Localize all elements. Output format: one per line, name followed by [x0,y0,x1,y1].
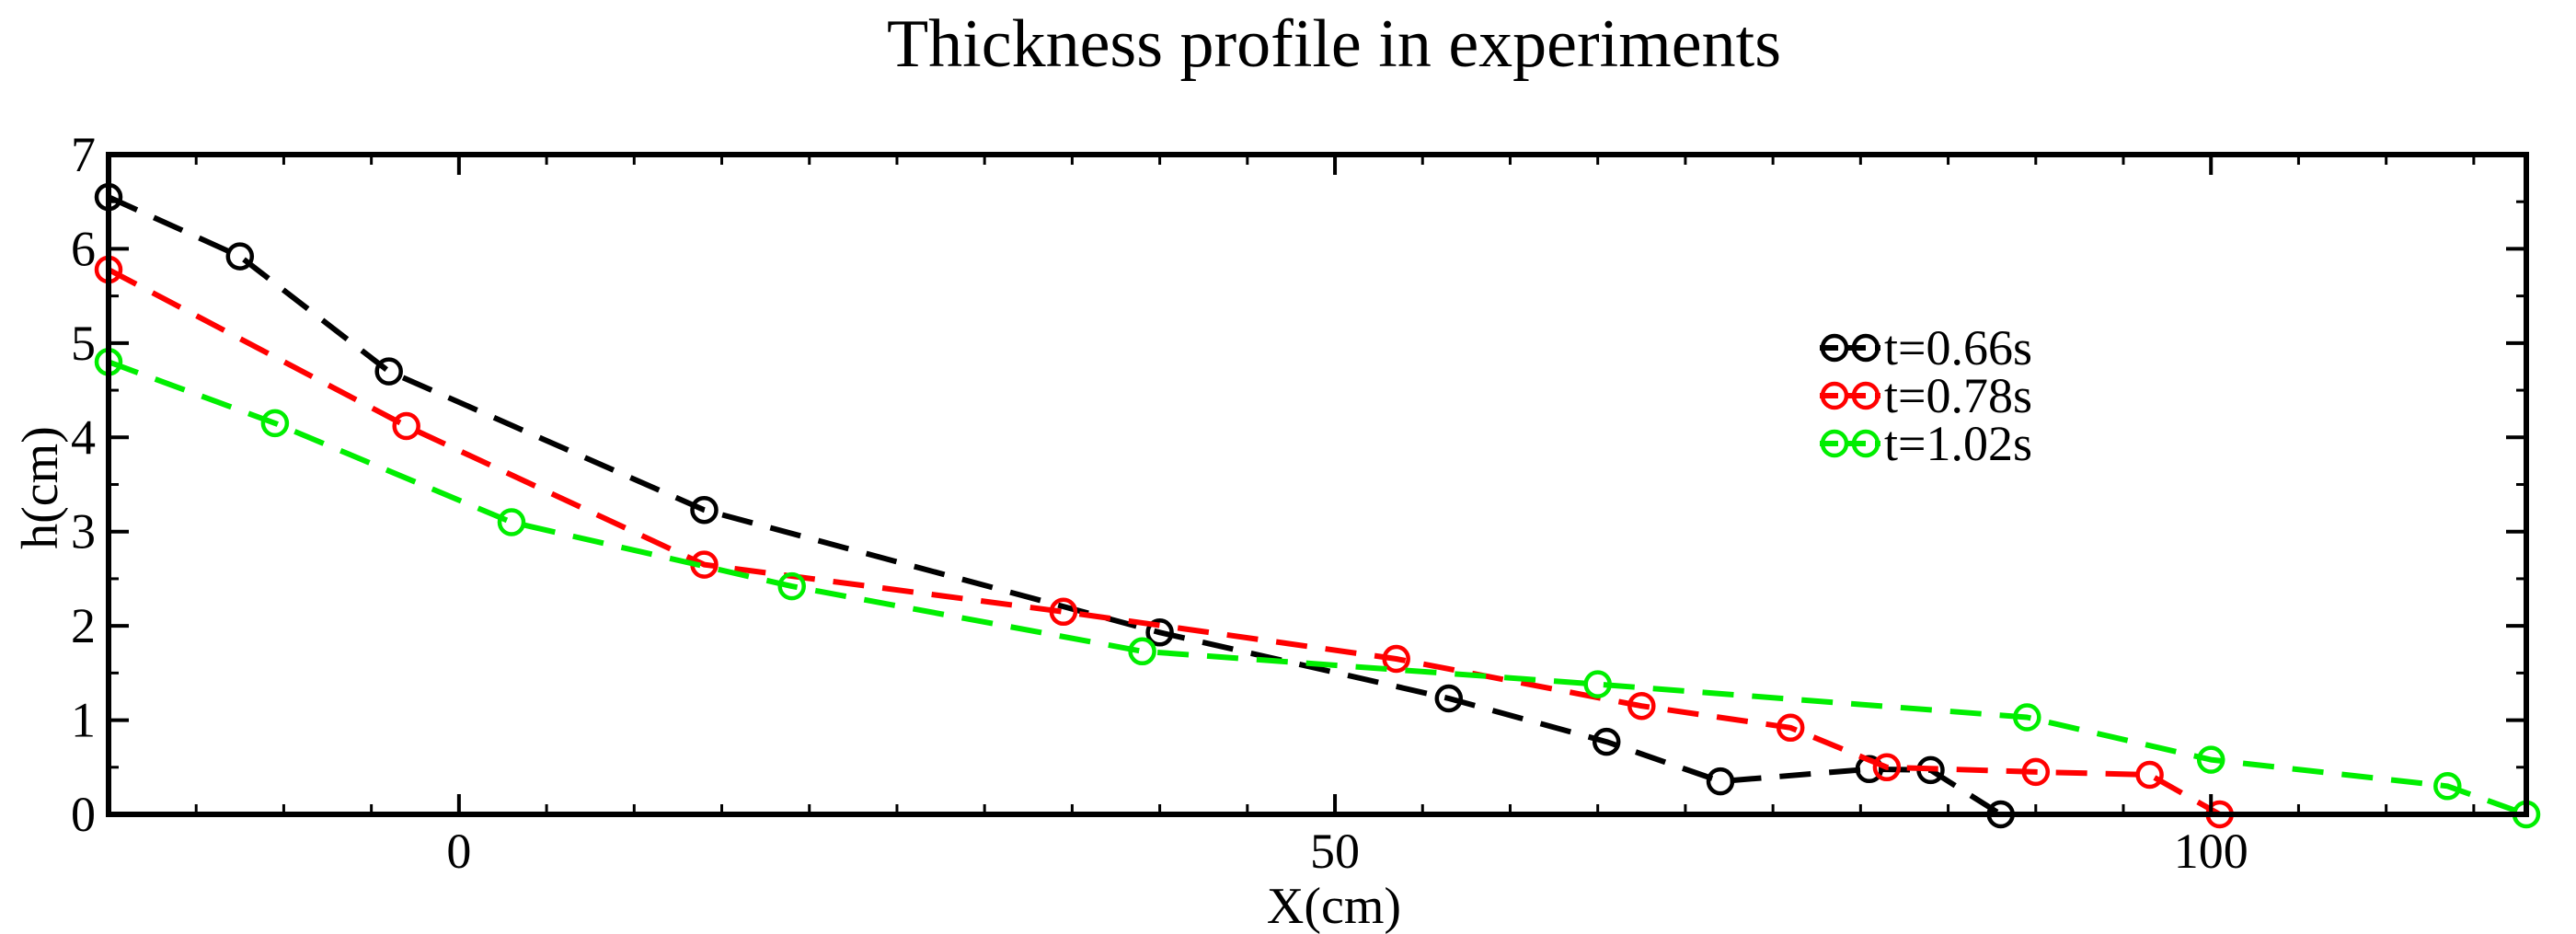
x-axis-label: X(cm) [1267,878,1401,934]
data-point [1583,670,1612,698]
data-point [690,495,719,525]
data-point [1706,767,1735,796]
series-line-2 [107,267,2222,817]
data-point [2013,703,2041,732]
y-tick-label: 4 [71,409,96,465]
data-point [260,409,290,438]
data-point [225,242,255,271]
data-point [1145,618,1174,647]
data-point [497,508,526,536]
legend-marker [1851,429,1880,458]
series-line-1 [107,194,2003,817]
legend-marker [1820,333,1849,363]
x-tick-label: 50 [1310,824,1360,879]
y-tick-label: 1 [71,693,96,748]
y-tick-label: 5 [71,316,96,371]
data-point [2021,757,2051,787]
plot-area: 0 50 100 0 1 2 3 4 5 6 7 [71,127,2541,879]
legend-marker [1820,381,1849,410]
y-tick-label: 2 [71,598,96,653]
chart-title: Thickness profile in experiments [887,6,1781,82]
y-tick-label: 7 [71,127,96,182]
data-point [1776,713,1805,743]
y-axis-label: h(cm) [12,426,69,549]
data-point [374,357,403,386]
legend-label: t=0.78s [1884,368,2032,423]
data-point [2135,760,2164,790]
data-point [1049,597,1078,627]
y-tick-label: 6 [71,221,96,276]
series-line-3 [107,359,2528,817]
x-tick-label: 0 [446,824,471,879]
data-point [2196,745,2225,774]
plot-frame [106,152,2529,817]
data-point [1592,727,1621,756]
data-point [777,571,806,601]
data-point [1382,644,1410,674]
y-tick-label: 3 [71,504,96,559]
legend-marker [1851,381,1880,410]
legend-marker [1851,333,1880,363]
x-tick-label: 100 [2174,824,2248,879]
legend-label: t=1.02s [1884,416,2032,471]
data-point [1128,637,1156,666]
data-point [1872,753,1902,782]
data-point [2433,772,2462,801]
data-point [392,411,420,441]
legend-marker [1820,429,1849,458]
data-point [1434,684,1464,713]
legend-label: t=0.66s [1884,320,2032,375]
y-tick-label: 0 [71,787,96,842]
data-point [1627,691,1656,721]
